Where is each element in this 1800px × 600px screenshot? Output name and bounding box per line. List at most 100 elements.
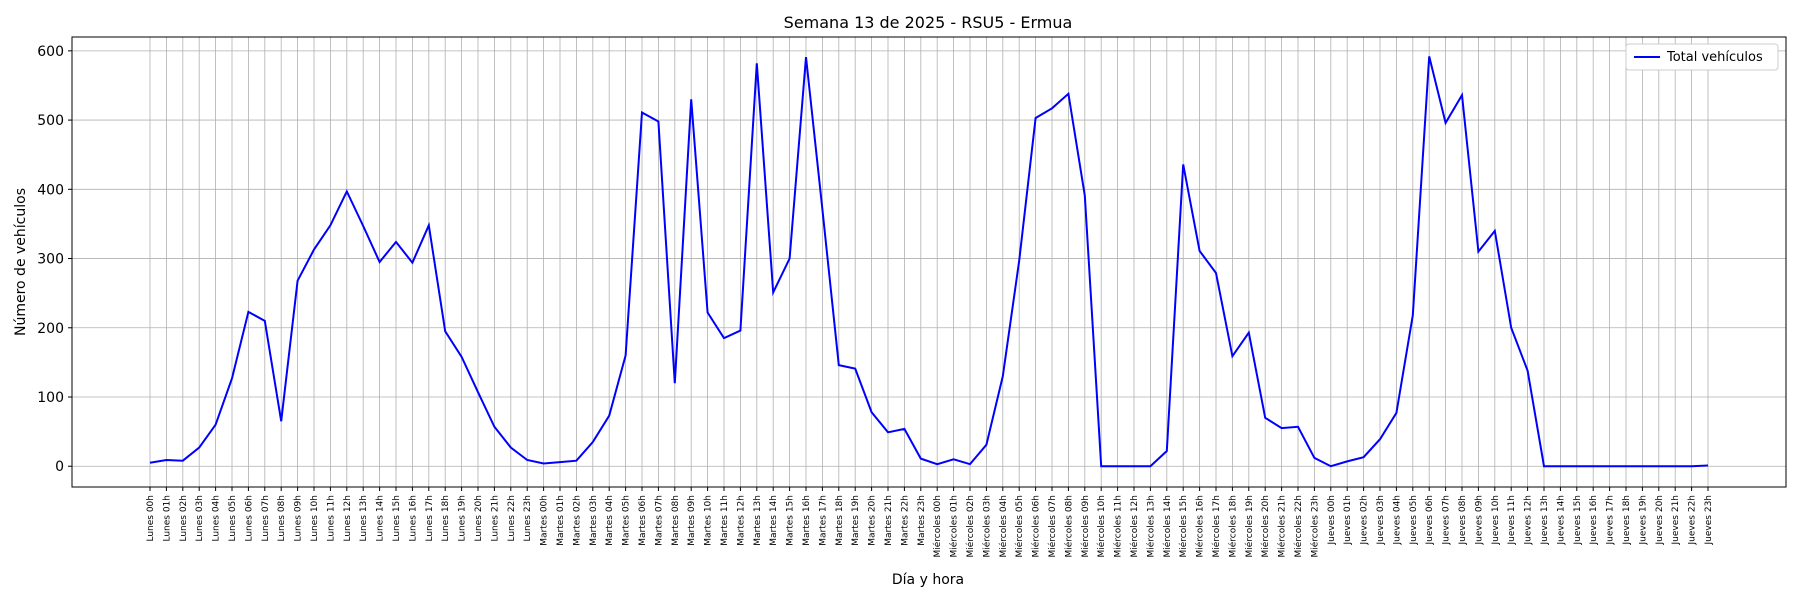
x-tick-label: Jueves 16h <box>1589 495 1599 545</box>
x-tick-label: Jueves 09h <box>1474 495 1484 545</box>
x-tick-label: Miércoles 23h <box>1309 495 1320 558</box>
x-tick-label: Miércoles 18h <box>1227 495 1238 558</box>
x-tick-label: Lunes 08h <box>277 495 287 542</box>
y-axis-label: Número de vehículos <box>13 188 29 336</box>
y-tick-label: 500 <box>37 113 64 129</box>
x-tick-label: Lunes 01h <box>162 495 172 542</box>
x-tick-label: Lunes 04h <box>212 495 222 542</box>
x-tick-label: Martes 07h <box>654 495 664 546</box>
x-tick-label: Martes 08h <box>671 495 681 546</box>
legend-label: Total vehículos <box>1666 50 1763 65</box>
x-tick-label: Martes 17h <box>818 495 828 546</box>
x-tick-label: Jueves 14h <box>1556 495 1566 545</box>
x-tick-label: Miércoles 06h <box>1031 495 1042 558</box>
x-tick-label: Jueves 23h <box>1704 495 1714 545</box>
x-tick-label: Martes 12h <box>736 495 746 546</box>
x-tick-label: Lunes 22h <box>507 495 517 542</box>
x-tick-label: Lunes 23h <box>523 495 533 542</box>
x-tick-label: Miércoles 00h <box>932 495 943 558</box>
x-tick-label: Martes 01h <box>556 495 566 546</box>
x-tick-label: Miércoles 05h <box>1014 495 1025 558</box>
x-tick-label: Miércoles 15h <box>1178 495 1189 558</box>
x-tick-label: Miércoles 11h <box>1113 495 1124 558</box>
x-tick-label: Jueves 06h <box>1425 495 1435 545</box>
x-tick-label: Jueves 00h <box>1327 495 1337 545</box>
x-tick-label: Martes 00h <box>540 495 550 546</box>
x-tick-label: Jueves 21h <box>1671 495 1681 545</box>
x-tick-label: Miércoles 20h <box>1260 495 1271 558</box>
x-tick-label: Martes 02h <box>572 495 582 546</box>
x-tick-label: Martes 04h <box>605 495 615 546</box>
x-tick-label: Miércoles 16h <box>1195 495 1206 558</box>
x-tick-label: Jueves 13h <box>1540 495 1550 545</box>
x-tick-label: Martes 10h <box>704 495 714 546</box>
x-tick-label: Martes 16h <box>802 495 812 546</box>
x-axis: Lunes 00h Lunes 01h Lunes 02h Lunes 03h Lune… <box>146 487 1714 558</box>
chart-title: Semana 13 de 2025 - RSU5 - Ermua <box>784 13 1073 32</box>
x-tick-label: Lunes 00h <box>146 495 156 542</box>
x-tick-label: Jueves 20h <box>1655 495 1665 545</box>
legend-box <box>1625 43 1779 71</box>
x-tick-label: Jueves 19h <box>1638 495 1648 545</box>
legend: Total vehículos <box>1625 43 1779 71</box>
x-tick-label: Martes 19h <box>851 495 861 546</box>
series-line-total-vehiculos <box>149 56 1709 468</box>
x-tick-label: Jueves 18h <box>1622 495 1632 545</box>
x-tick-label: Miércoles 12h <box>1129 495 1140 558</box>
x-tick-label: Lunes 21h <box>490 495 500 542</box>
y-tick-label: 400 <box>37 182 64 198</box>
x-tick-label: Lunes 19h <box>458 495 468 542</box>
x-tick-label: Jueves 08h <box>1458 495 1468 545</box>
grid <box>72 37 1786 487</box>
x-tick-label: Martes 20h <box>868 495 878 546</box>
y-tick-label: 600 <box>37 44 64 60</box>
x-tick-label: Jueves 04h <box>1392 495 1402 545</box>
x-tick-label: Lunes 15h <box>392 495 402 542</box>
x-tick-label: Lunes 16h <box>408 495 418 542</box>
x-tick-label: Martes 06h <box>638 495 648 546</box>
x-tick-label: Jueves 05h <box>1409 495 1419 545</box>
x-tick-label: Martes 22h <box>900 495 910 546</box>
y-tick-label: 300 <box>37 252 64 268</box>
x-tick-label: Lunes 11h <box>326 495 336 542</box>
x-tick-label: Miércoles 07h <box>1047 495 1058 558</box>
y-tick-label: 0 <box>55 459 64 475</box>
x-tick-label: Miércoles 02h <box>965 495 976 558</box>
x-tick-label: Martes 15h <box>786 495 796 546</box>
x-tick-label: Jueves 03h <box>1376 495 1386 545</box>
x-tick-label: Lunes 17h <box>425 495 435 542</box>
x-tick-label: Martes 18h <box>835 495 845 546</box>
x-tick-label: Lunes 20h <box>474 495 484 542</box>
x-tick-label: Jueves 10h <box>1491 495 1501 545</box>
x-tick-label: Jueves 12h <box>1524 495 1534 545</box>
x-tick-label: Miércoles 08h <box>1063 495 1074 558</box>
x-tick-label: Miércoles 14h <box>1162 495 1173 558</box>
x-tick-label: Martes 21h <box>884 495 894 546</box>
y-tick-label: 100 <box>37 390 64 406</box>
plot-frame <box>71 36 1787 488</box>
x-tick-label: Martes 03h <box>589 495 599 546</box>
x-tick-label: Lunes 07h <box>261 495 271 542</box>
x-tick-label: Jueves 22h <box>1688 495 1698 545</box>
x-tick-label: Lunes 10h <box>310 495 320 542</box>
x-tick-label: Miércoles 21h <box>1277 495 1288 558</box>
x-tick-label: Lunes 18h <box>441 495 451 542</box>
x-tick-label: Miércoles 17h <box>1211 495 1222 558</box>
x-tick-label: Jueves 15h <box>1573 495 1583 545</box>
x-axis-label: Día y hora <box>892 572 964 588</box>
x-tick-label: Martes 11h <box>720 495 730 546</box>
x-tick-label: Martes 23h <box>917 495 927 546</box>
x-tick-label: Lunes 12h <box>343 495 353 542</box>
x-tick-label: Miércoles 10h <box>1096 495 1107 558</box>
x-tick-label: Miércoles 01h <box>949 495 960 558</box>
x-tick-label: Martes 09h <box>687 495 697 546</box>
x-tick-label: Jueves 01h <box>1343 495 1353 545</box>
x-tick-label: Lunes 02h <box>179 495 189 542</box>
x-tick-label: Lunes 14h <box>376 495 386 542</box>
x-tick-label: Martes 13h <box>753 495 763 546</box>
x-tick-label: Lunes 05h <box>228 495 238 542</box>
x-tick-label: Miércoles 22h <box>1293 495 1304 558</box>
x-tick-label: Lunes 06h <box>244 495 254 542</box>
x-tick-label: Lunes 09h <box>294 495 304 542</box>
x-tick-label: Lunes 13h <box>359 495 369 542</box>
